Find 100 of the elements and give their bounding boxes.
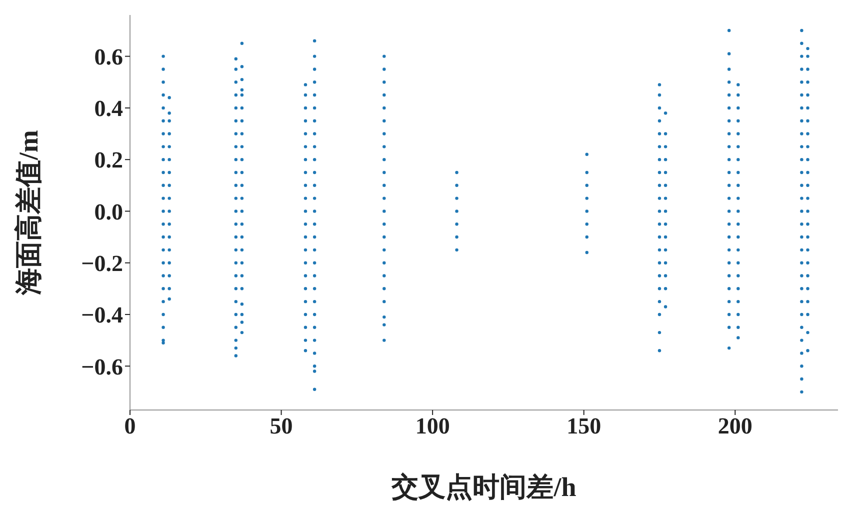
point bbox=[806, 287, 810, 290]
point bbox=[800, 338, 804, 342]
point bbox=[727, 119, 731, 122]
point bbox=[234, 235, 238, 239]
point bbox=[800, 390, 804, 394]
point bbox=[162, 119, 165, 122]
point bbox=[382, 300, 386, 304]
point bbox=[304, 170, 308, 174]
point bbox=[162, 235, 165, 239]
point bbox=[312, 370, 316, 373]
point bbox=[800, 158, 804, 162]
point bbox=[168, 132, 171, 136]
point bbox=[312, 326, 316, 329]
point bbox=[727, 170, 731, 174]
point bbox=[168, 119, 171, 122]
point bbox=[455, 170, 458, 174]
point bbox=[736, 248, 740, 252]
point bbox=[312, 39, 316, 42]
point bbox=[727, 106, 731, 110]
point bbox=[312, 184, 316, 187]
point bbox=[658, 287, 662, 290]
point bbox=[806, 80, 810, 84]
point bbox=[727, 196, 731, 200]
point bbox=[800, 196, 804, 200]
point bbox=[382, 54, 386, 58]
point bbox=[658, 158, 662, 162]
point bbox=[736, 210, 740, 213]
point bbox=[162, 170, 165, 174]
point bbox=[806, 46, 810, 50]
point bbox=[240, 248, 244, 252]
x-tick-label: 150 bbox=[566, 413, 602, 438]
point bbox=[234, 274, 238, 278]
point bbox=[162, 68, 165, 71]
point bbox=[806, 54, 810, 58]
point bbox=[800, 261, 804, 264]
point bbox=[800, 54, 804, 58]
point bbox=[658, 248, 662, 252]
point bbox=[162, 312, 165, 316]
point bbox=[664, 248, 668, 252]
point bbox=[234, 119, 238, 122]
point bbox=[312, 93, 316, 97]
point bbox=[162, 106, 165, 110]
point bbox=[455, 248, 458, 252]
point bbox=[806, 158, 810, 162]
point bbox=[240, 132, 244, 136]
point bbox=[382, 80, 386, 84]
point bbox=[312, 106, 316, 110]
point bbox=[168, 158, 171, 162]
point bbox=[240, 184, 244, 187]
point bbox=[240, 106, 244, 110]
point bbox=[658, 170, 662, 174]
point bbox=[168, 274, 171, 278]
point bbox=[234, 354, 238, 358]
point bbox=[800, 119, 804, 122]
point bbox=[727, 93, 731, 97]
point bbox=[234, 326, 238, 329]
point bbox=[312, 54, 316, 58]
point bbox=[240, 158, 244, 162]
point bbox=[800, 106, 804, 110]
point bbox=[240, 287, 244, 290]
point bbox=[806, 196, 810, 200]
point bbox=[382, 315, 386, 319]
point bbox=[806, 261, 810, 264]
point bbox=[736, 300, 740, 304]
point bbox=[162, 338, 165, 342]
point bbox=[234, 68, 238, 71]
point bbox=[240, 222, 244, 226]
point bbox=[168, 248, 171, 252]
point bbox=[382, 119, 386, 122]
point bbox=[382, 261, 386, 264]
point bbox=[455, 196, 458, 200]
point bbox=[234, 184, 238, 187]
point bbox=[312, 210, 316, 213]
point bbox=[312, 222, 316, 226]
point bbox=[382, 158, 386, 162]
point bbox=[727, 132, 731, 136]
point bbox=[382, 210, 386, 213]
point bbox=[168, 261, 171, 264]
point bbox=[240, 312, 244, 316]
point bbox=[658, 330, 662, 334]
point bbox=[168, 112, 171, 115]
point bbox=[664, 170, 668, 174]
point bbox=[234, 145, 238, 148]
point bbox=[234, 106, 238, 110]
point bbox=[800, 145, 804, 148]
point bbox=[800, 28, 804, 32]
point bbox=[240, 196, 244, 200]
point bbox=[304, 119, 308, 122]
point bbox=[312, 132, 316, 136]
point bbox=[664, 210, 668, 213]
point bbox=[304, 261, 308, 264]
point bbox=[304, 222, 308, 226]
point bbox=[736, 287, 740, 290]
point bbox=[162, 261, 165, 264]
point bbox=[658, 93, 662, 97]
point bbox=[585, 184, 588, 187]
point bbox=[234, 338, 238, 342]
point bbox=[240, 320, 244, 324]
point bbox=[162, 326, 165, 329]
point bbox=[806, 222, 810, 226]
